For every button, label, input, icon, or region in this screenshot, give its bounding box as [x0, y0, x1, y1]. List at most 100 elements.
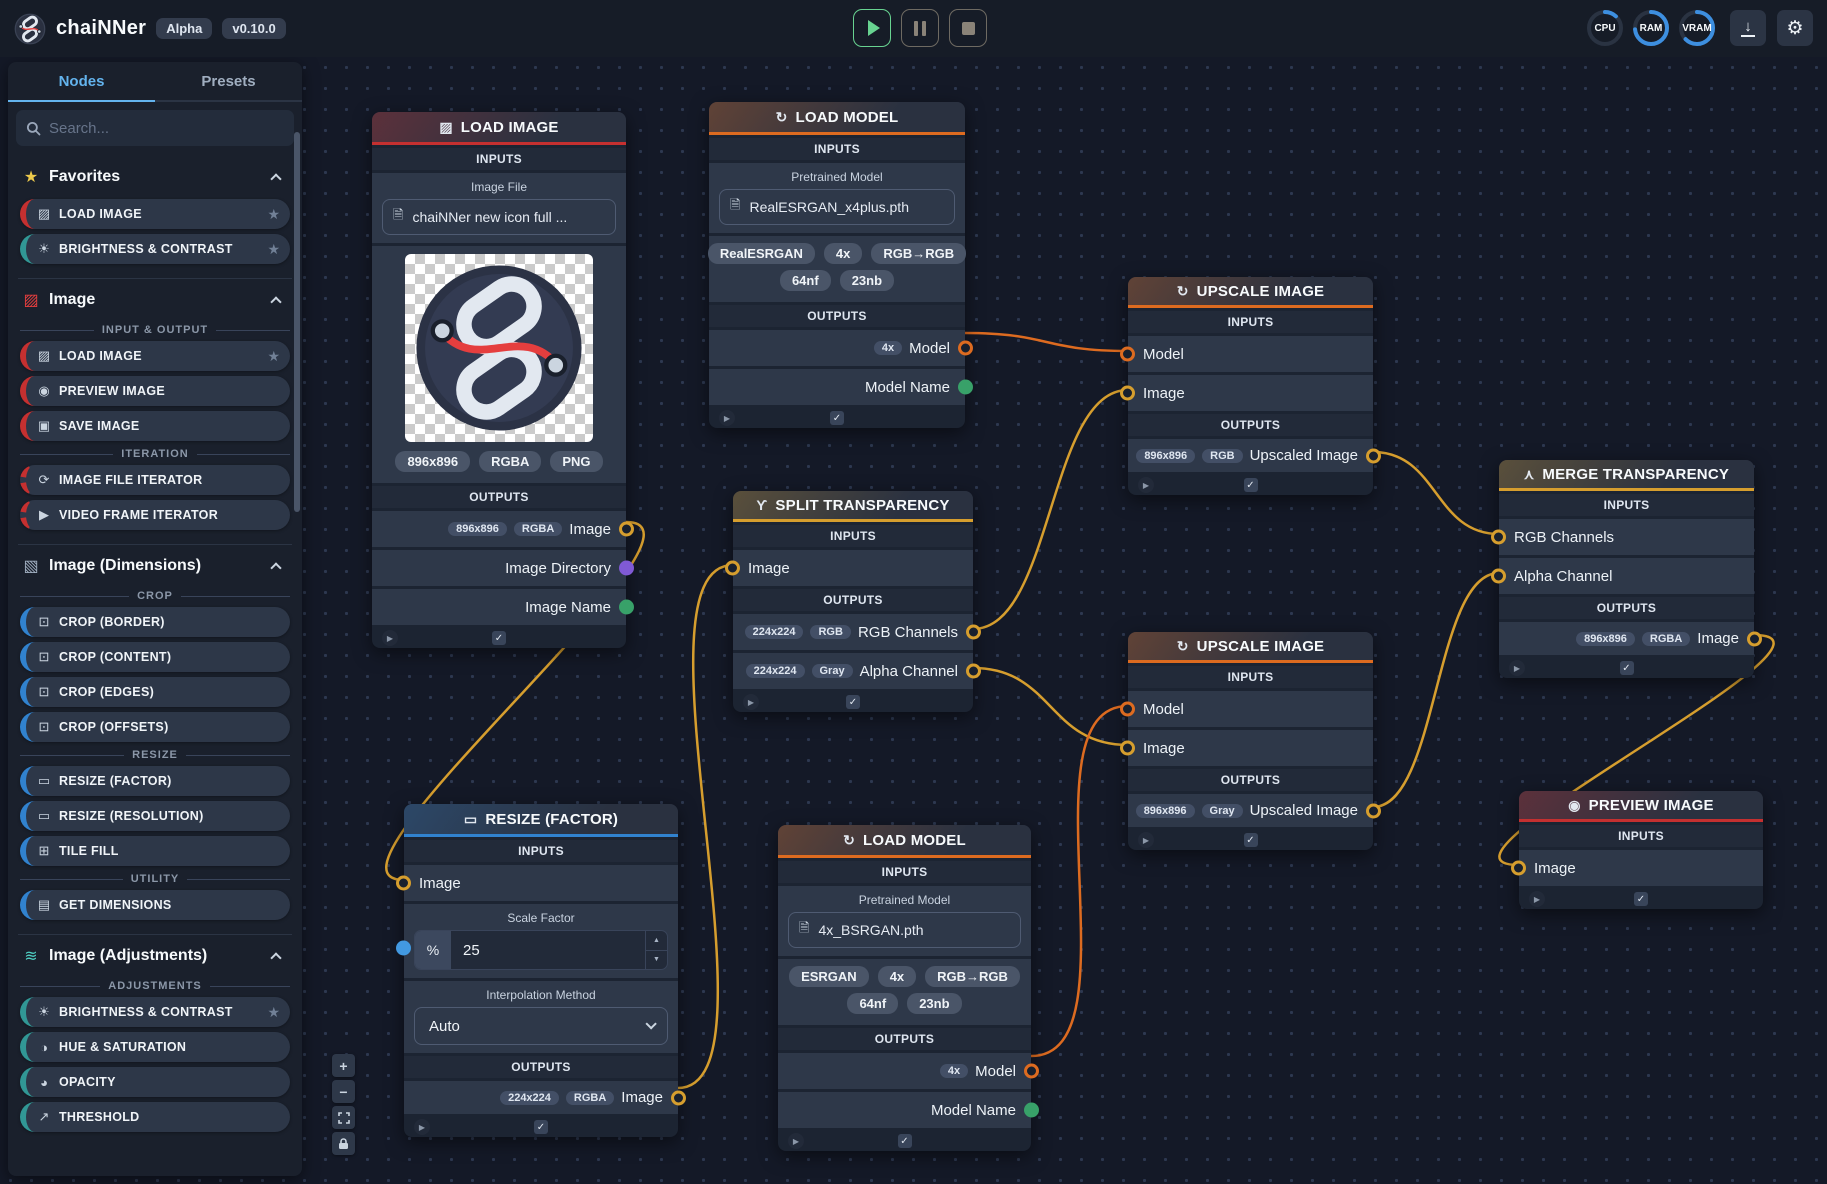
- sidebar-item-image-file-iterator[interactable]: ⟳ IMAGE FILE ITERATOR: [20, 465, 290, 495]
- chevron-up-icon: [270, 173, 282, 185]
- run-button[interactable]: [853, 9, 891, 47]
- input-handle-model[interactable]: [1120, 346, 1135, 362]
- node-upscale-image-2[interactable]: ↻ UPSCALE IMAGE INPUTS Model Image OUTPU…: [1120, 632, 1381, 850]
- node-enabled-checkbox[interactable]: ✓: [897, 1134, 912, 1148]
- input-handle-image[interactable]: [396, 875, 411, 891]
- search-input[interactable]: [49, 119, 284, 137]
- sidebar-scrollbar[interactable]: [294, 132, 300, 512]
- output-handle-upscaled[interactable]: [1366, 803, 1381, 818]
- resize-icon: ▭: [37, 773, 51, 788]
- interpolation-select[interactable]: Auto: [414, 1007, 668, 1045]
- sidebar-item-resize-resolution[interactable]: ▭ RESIZE (RESOLUTION): [20, 801, 290, 831]
- input-handle-image[interactable]: [1120, 385, 1135, 401]
- validity-icon: ▶: [1529, 891, 1545, 907]
- input-handle-rgb[interactable]: [1491, 529, 1506, 545]
- step-up-icon[interactable]: ▲: [653, 936, 660, 944]
- section-image-adjustments[interactable]: ≋ Image (Adjustments): [18, 934, 292, 973]
- channels-tag: RGB→RGB: [871, 243, 967, 264]
- output-handle-directory[interactable]: [619, 560, 634, 576]
- input-handle-image[interactable]: [725, 560, 740, 576]
- output-handle-name[interactable]: [619, 599, 634, 615]
- node-enabled-checkbox[interactable]: ✓: [492, 631, 506, 645]
- input-handle-image[interactable]: [1511, 860, 1526, 876]
- node-enabled-checkbox[interactable]: ✓: [534, 1120, 548, 1134]
- node-enabled-checkbox[interactable]: ✓: [1634, 892, 1648, 906]
- sidebar-item-get-dimensions[interactable]: ▤ GET DIMENSIONS: [20, 890, 290, 920]
- stop-button[interactable]: [949, 9, 987, 47]
- node-load-image[interactable]: ▨ LOAD IMAGE INPUTS Image File 🗎 chaiNNe…: [372, 112, 634, 648]
- model-file-input[interactable]: 🗎 RealESRGAN_x4plus.pth: [719, 189, 955, 225]
- sidebar-item-preview-image[interactable]: ◉ PREVIEW IMAGE: [20, 376, 290, 406]
- sidebar-item-tile-fill[interactable]: ⊞ TILE FILL: [20, 836, 290, 866]
- output-handle-upscaled[interactable]: [1366, 448, 1381, 463]
- node-resize-factor[interactable]: ▭ RESIZE (FACTOR) INPUTS Image Scale Fac…: [396, 804, 686, 1137]
- input-handle-image[interactable]: [1120, 740, 1135, 756]
- sidebar-item-video-frame-iterator[interactable]: ▶ VIDEO FRAME ITERATOR: [20, 500, 290, 530]
- output-handle-model-name[interactable]: [958, 379, 973, 395]
- output-handle-model[interactable]: [958, 340, 973, 356]
- scale-factor-input[interactable]: % 25 ▲ ▼: [414, 930, 668, 970]
- output-handle-image[interactable]: [1747, 631, 1762, 646]
- step-down-icon[interactable]: ▼: [646, 949, 667, 970]
- settings-button[interactable]: ⚙: [1777, 10, 1813, 46]
- output-handle-model-name[interactable]: [1024, 1102, 1039, 1118]
- node-enabled-checkbox[interactable]: ✓: [1243, 478, 1258, 492]
- sidebar-item-crop-border[interactable]: ⊡ CROP (BORDER): [20, 607, 290, 637]
- input-handle-alpha[interactable]: [1491, 568, 1506, 584]
- output-handle-image[interactable]: [671, 1090, 686, 1105]
- node-enabled-checkbox[interactable]: ✓: [1619, 661, 1634, 675]
- output-handle-image[interactable]: [619, 521, 634, 537]
- fit-view-button[interactable]: [332, 1106, 355, 1129]
- node-preview-image[interactable]: ◉ PREVIEW IMAGE INPUTS Image ▶ ✓: [1511, 791, 1763, 909]
- output-handle-rgb[interactable]: [966, 624, 981, 640]
- section-image[interactable]: ▨ Image: [18, 278, 292, 317]
- favorite-star-icon[interactable]: ★: [267, 205, 280, 222]
- export-button[interactable]: ↓: [1730, 10, 1766, 46]
- gear-icon: ⚙: [1786, 17, 1804, 39]
- node-split-transparency[interactable]: ϒ SPLIT TRANSPARENCY INPUTS Image OUTPUT…: [725, 491, 981, 712]
- node-merge-transparency[interactable]: ⋏ MERGE TRANSPARENCY INPUTS RGB Channels…: [1491, 460, 1762, 678]
- output-handle-model[interactable]: [1024, 1063, 1039, 1079]
- favorite-star-icon[interactable]: ★: [267, 347, 280, 364]
- stop-icon: [961, 21, 975, 35]
- eye-icon: ◉: [38, 383, 50, 398]
- output-handle-alpha[interactable]: [966, 663, 981, 679]
- model-file-input[interactable]: 🗎 4x_BSRGAN.pth: [788, 912, 1021, 948]
- tab-presets[interactable]: Presets: [201, 72, 256, 90]
- lock-button[interactable]: [332, 1132, 355, 1155]
- tab-nodes[interactable]: Nodes: [8, 62, 155, 102]
- zoom-in-button[interactable]: +: [332, 1054, 355, 1077]
- node-load-model-1[interactable]: ↻ LOAD MODEL INPUTS Pretrained Model 🗎 R…: [707, 102, 973, 428]
- validity-icon: ▶: [788, 1133, 804, 1149]
- cpu-usage-ring: CPU: [1585, 8, 1625, 48]
- sidebar-item-crop-offsets[interactable]: ⊡ CROP (OFFSETS): [20, 712, 290, 742]
- sidebar-item-hue-saturation[interactable]: ◑ HUE & SATURATION: [20, 1032, 290, 1062]
- node-upscale-image-1[interactable]: ↻ UPSCALE IMAGE INPUTS Model Image OUTPU…: [1120, 277, 1381, 495]
- sidebar-item-opacity[interactable]: ◕ OPACITY: [20, 1067, 290, 1097]
- node-enabled-checkbox[interactable]: ✓: [1243, 833, 1258, 847]
- sidebar-item-brightness-contrast[interactable]: ☀ BRIGHTNESS & CONTRAST ★: [20, 997, 290, 1027]
- zoom-out-button[interactable]: −: [332, 1080, 355, 1103]
- sidebar-item-crop-content[interactable]: ⊡ CROP (CONTENT): [20, 642, 290, 672]
- pause-button[interactable]: [901, 9, 939, 47]
- section-favorites[interactable]: ★ Favorites: [18, 156, 292, 194]
- favorite-star-icon[interactable]: ★: [267, 1003, 280, 1020]
- node-enabled-checkbox[interactable]: ✓: [830, 411, 844, 425]
- section-image-dimensions[interactable]: ▧ Image (Dimensions): [18, 544, 292, 583]
- sidebar-item-load-image[interactable]: ▨ LOAD IMAGE ★: [20, 341, 290, 371]
- node-load-model-2[interactable]: ↻ LOAD MODEL INPUTS Pretrained Model 🗎 4…: [778, 825, 1039, 1151]
- sidebar-item-threshold[interactable]: ↗ THRESHOLD: [20, 1102, 290, 1132]
- favorite-star-icon[interactable]: ★: [267, 240, 280, 257]
- input-handle-scale-factor[interactable]: [396, 940, 411, 956]
- sidebar-item-load-image[interactable]: ▨ LOAD IMAGE ★: [20, 199, 290, 229]
- search-bar[interactable]: [16, 110, 294, 146]
- sidebar-item-crop-edges[interactable]: ⊡ CROP (EDGES): [20, 677, 290, 707]
- image-file-input[interactable]: 🗎 chaiNNer new icon full ...: [382, 199, 616, 235]
- sidebar-item-save-image[interactable]: ▣ SAVE IMAGE: [20, 411, 290, 441]
- image-icon: ▨: [37, 206, 51, 221]
- input-handle-model[interactable]: [1120, 701, 1135, 717]
- node-enabled-checkbox[interactable]: ✓: [846, 695, 860, 709]
- sidebar-item-resize-factor[interactable]: ▭ RESIZE (FACTOR): [20, 766, 290, 796]
- sidebar-item-brightness-contrast[interactable]: ☀ BRIGHTNESS & CONTRAST ★: [20, 234, 290, 264]
- resize-icon: ▭: [463, 810, 478, 827]
